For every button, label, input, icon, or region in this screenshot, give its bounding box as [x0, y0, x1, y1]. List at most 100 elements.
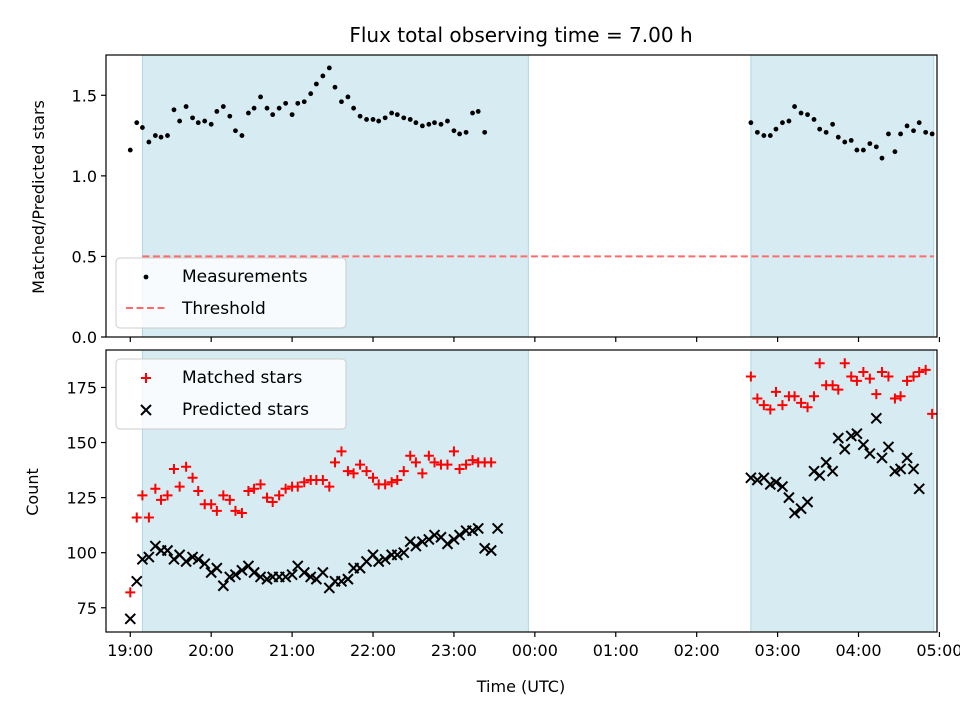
data-point	[401, 115, 407, 121]
legend-label: Threshold	[181, 299, 266, 319]
data-point	[761, 133, 767, 138]
data-point	[248, 566, 260, 579]
data-point	[445, 118, 450, 124]
data-point	[171, 107, 177, 113]
data-point	[372, 555, 385, 568]
data-point	[246, 110, 251, 116]
legend-box	[115, 257, 347, 329]
data-point	[901, 452, 913, 464]
data-point	[407, 117, 413, 122]
data-point	[168, 463, 179, 474]
data-point	[886, 131, 891, 137]
data-point	[773, 126, 779, 132]
data-point	[280, 483, 291, 494]
data-point	[183, 104, 189, 109]
data-point	[329, 457, 340, 468]
data-point	[298, 566, 310, 579]
data-point	[286, 569, 298, 581]
data-point	[342, 466, 353, 477]
data-point	[839, 443, 851, 455]
data-point	[871, 389, 882, 400]
data-point	[124, 613, 136, 625]
data-point	[398, 466, 409, 477]
data-point	[308, 91, 314, 97]
data-point	[127, 147, 133, 153]
data-point	[251, 105, 257, 111]
data-point	[150, 483, 161, 494]
data-point	[883, 371, 894, 382]
data-point	[134, 120, 140, 126]
data-point	[904, 123, 910, 129]
data-point	[370, 117, 376, 122]
data-point	[428, 529, 441, 541]
data-point	[814, 358, 825, 369]
data-point	[361, 466, 372, 477]
data-point	[289, 112, 295, 118]
data-point	[811, 117, 817, 122]
series-matched-stars	[125, 358, 937, 598]
data-point	[351, 105, 357, 111]
data-point	[902, 375, 913, 386]
data-point	[137, 490, 148, 501]
data-point	[876, 367, 887, 378]
data-point	[463, 129, 469, 135]
data-point	[181, 461, 192, 472]
data-point	[220, 104, 226, 109]
data-point	[193, 486, 204, 496]
data-point	[342, 573, 354, 585]
y-tick-label: 1.5	[72, 86, 97, 105]
data-point	[832, 432, 844, 444]
data-point	[776, 480, 789, 493]
axes-frame	[105, 349, 938, 633]
data-point	[448, 446, 459, 457]
data-point	[927, 408, 937, 419]
data-point	[162, 490, 173, 501]
data-point	[392, 474, 403, 485]
data-point	[320, 73, 326, 79]
data-point	[190, 115, 195, 121]
data-point	[801, 496, 814, 508]
data-point	[389, 110, 395, 116]
panel-ratio: 0.0 0.5 1.0 1.5 Measurements Threshold	[72, 54, 941, 347]
data-point	[357, 113, 363, 119]
data-point	[789, 391, 800, 402]
data-point	[255, 479, 266, 490]
y-tick-label: 125	[66, 489, 97, 508]
data-point	[324, 481, 335, 492]
data-point	[339, 99, 344, 105]
data-point	[820, 456, 832, 469]
data-point	[317, 566, 329, 579]
data-point	[442, 459, 453, 470]
x-tick-label: 02:00	[674, 641, 720, 660]
data-point	[410, 457, 421, 468]
data-point	[788, 507, 801, 519]
data-point	[345, 94, 351, 100]
data-point	[229, 569, 242, 581]
data-point	[336, 446, 347, 457]
data-point	[486, 457, 497, 468]
data-point	[146, 139, 152, 145]
data-point	[140, 125, 145, 130]
data-point	[879, 155, 885, 161]
x-tick-label: 04:00	[835, 641, 881, 660]
data-point	[227, 113, 233, 119]
y-tick-label: 75	[77, 599, 97, 618]
data-point	[405, 450, 416, 461]
data-point	[809, 391, 820, 402]
data-point	[827, 380, 838, 391]
data-point	[192, 553, 204, 566]
data-point	[267, 497, 278, 508]
data-point	[177, 118, 183, 124]
data-point	[882, 441, 895, 453]
panel-count: 19:00 20:00 21:00 22:00 23:00 00:00 01:00 02:00…	[66, 349, 960, 660]
observing-interval-shade	[750, 55, 934, 337]
data-point	[842, 139, 848, 145]
data-point	[914, 367, 925, 378]
data-point	[770, 386, 781, 397]
data-point	[131, 575, 143, 588]
data-point	[301, 99, 307, 105]
x-axis-label: Time (UTC)	[476, 677, 565, 696]
data-point	[158, 134, 164, 140]
data-point	[451, 128, 457, 134]
